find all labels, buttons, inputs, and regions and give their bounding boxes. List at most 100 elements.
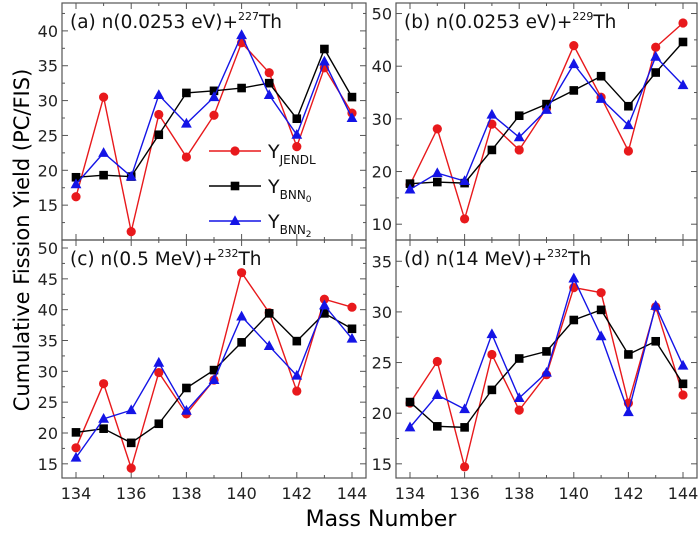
data-point	[677, 359, 689, 370]
panel-title-element: Th	[567, 249, 591, 270]
data-point	[431, 389, 443, 399]
data-point	[99, 92, 109, 102]
data-point	[568, 58, 580, 69]
x-tick-label: 134	[61, 484, 92, 503]
x-tick-label: 138	[171, 484, 202, 503]
data-point	[487, 349, 497, 360]
data-point	[651, 42, 661, 52]
data-point	[459, 175, 470, 186]
legend-marker	[230, 146, 240, 156]
data-point	[182, 383, 191, 393]
data-point	[71, 192, 81, 202]
y-tick-label: 10	[372, 215, 392, 234]
series-y-jendl	[71, 38, 357, 237]
y-tick-label: 30	[38, 362, 58, 381]
legend-label-sub: BNN	[280, 188, 306, 202]
data-point	[209, 365, 219, 375]
data-point	[153, 89, 165, 100]
data-point	[569, 41, 579, 51]
x-tick-label: 142	[282, 484, 313, 503]
legend-marker	[230, 181, 240, 191]
data-point	[154, 419, 164, 429]
data-point	[651, 336, 660, 346]
y-tick-label: 40	[38, 22, 58, 41]
data-point	[291, 369, 303, 380]
data-point	[486, 108, 498, 119]
data-point	[541, 366, 552, 377]
panel-title-prefix: (a) n(0.0253 eV)+	[70, 12, 238, 33]
y-tick-label: 35	[372, 252, 392, 271]
y-tick-label: 25	[38, 393, 58, 412]
legend-label-subsub: 2	[306, 230, 312, 240]
data-point	[433, 177, 442, 187]
data-point	[596, 305, 606, 315]
x-tick-label: 138	[504, 484, 535, 503]
data-point	[404, 421, 416, 432]
data-point	[126, 463, 136, 473]
data-point	[292, 141, 302, 152]
data-point	[623, 406, 634, 417]
data-point	[71, 443, 81, 453]
panel-b: 10 20 30 40 50 (b) n(0.0253 eV)+229Th	[372, 2, 698, 241]
data-point	[236, 310, 247, 321]
data-point	[209, 110, 219, 120]
data-point	[568, 272, 580, 283]
data-point	[624, 101, 633, 111]
data-point	[432, 356, 442, 367]
legend-label: YBNN0	[267, 176, 312, 205]
data-point	[264, 309, 274, 318]
data-point	[181, 117, 192, 128]
data-point	[153, 356, 165, 367]
data-point	[487, 385, 497, 395]
panel-title-isotope-mass: 229	[572, 10, 593, 23]
data-point	[432, 124, 442, 134]
data-point	[182, 88, 191, 98]
data-point	[347, 92, 357, 102]
panel-title: (c) n(0.5 MeV)+232Th	[70, 247, 261, 270]
data-point	[98, 413, 109, 423]
data-point	[650, 50, 662, 61]
legend-label-base: Y	[267, 176, 280, 198]
panel-frame	[395, 2, 698, 241]
legend-label-base: Y	[267, 211, 280, 233]
y-tick-label: 30	[38, 92, 58, 111]
panel-d: 134 136 138 140 142 144 15 20 25 30 35 (d) n(14 MeV…	[372, 239, 698, 503]
data-point	[651, 68, 660, 77]
data-point	[678, 379, 688, 389]
data-point	[181, 152, 191, 162]
data-point	[99, 170, 108, 180]
data-point	[346, 332, 358, 343]
x-tick-label: 142	[613, 484, 644, 503]
y-tick-label: 50	[38, 239, 58, 258]
y-axis-label: Cumulative Fission Yield (PC/FIS)	[10, 69, 34, 412]
data-point	[209, 86, 219, 96]
series-line	[409, 55, 684, 191]
data-point	[487, 145, 497, 155]
legend-label-sub: BNN	[280, 223, 306, 237]
x-tick-label: 136	[449, 484, 480, 503]
data-point	[319, 294, 329, 304]
data-point	[292, 336, 302, 346]
data-point	[624, 350, 633, 359]
data-point	[236, 29, 247, 40]
panel-title: (b) n(0.0253 eV)+229Th	[404, 10, 616, 33]
panel-title: (a) n(0.0253 eV)+227Th	[70, 10, 282, 33]
legend-entry: YBNN2	[209, 211, 312, 240]
legend-label-sub: JENDL	[279, 153, 316, 167]
data-point	[595, 330, 607, 341]
data-point	[459, 403, 470, 414]
data-point	[514, 405, 524, 415]
y-tick-label: 20	[38, 161, 58, 180]
panel-frame	[395, 239, 698, 479]
data-point	[678, 390, 688, 400]
panel-title: (d) n(14 MeV)+232Th	[404, 247, 591, 270]
x-tick-label: 140	[559, 484, 590, 503]
data-point	[99, 379, 109, 389]
data-point	[319, 299, 330, 310]
data-point	[264, 78, 274, 88]
data-point	[541, 104, 552, 114]
x-tick-label: 136	[116, 484, 147, 503]
